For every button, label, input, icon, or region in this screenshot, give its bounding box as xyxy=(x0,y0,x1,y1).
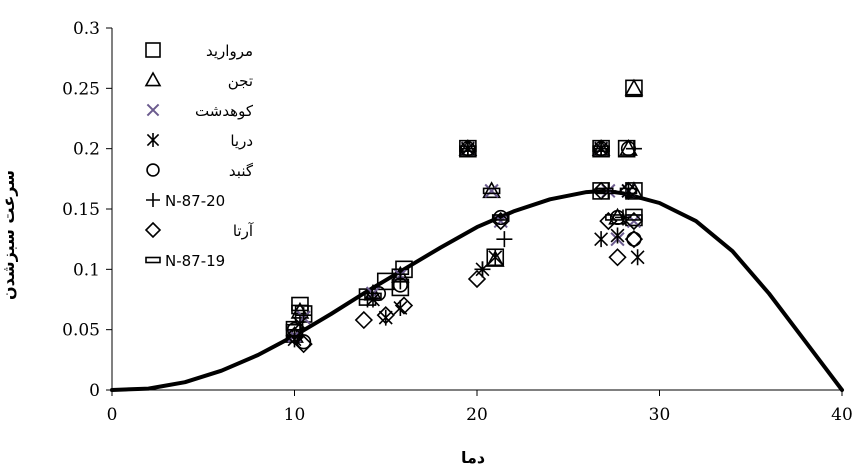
data-point xyxy=(625,214,643,221)
series-4 xyxy=(287,140,645,348)
y-tick-label: 0.25 xyxy=(62,79,100,99)
series-8 xyxy=(285,145,643,331)
y-tick-label: 0 xyxy=(89,381,100,401)
data-point xyxy=(592,145,610,152)
legend-marker xyxy=(145,256,161,264)
legend-marker xyxy=(146,163,160,177)
data-point xyxy=(391,268,410,276)
data-point xyxy=(625,140,642,157)
legend-label: N-87-19 xyxy=(165,252,225,270)
x-axis-title: دما xyxy=(461,448,485,467)
legend-marker xyxy=(146,193,160,207)
data-point xyxy=(624,230,644,249)
data-point xyxy=(467,269,487,289)
data-point xyxy=(291,304,309,312)
data-point xyxy=(626,231,642,247)
legend-item: کوهدشت xyxy=(146,102,254,120)
data-point xyxy=(599,211,618,231)
data-point xyxy=(394,296,414,315)
series-7 xyxy=(285,181,644,354)
data-point xyxy=(593,140,610,157)
legend-marker xyxy=(146,133,160,147)
data-point xyxy=(595,187,614,195)
x-tick-label: 10 xyxy=(284,405,306,425)
data-point xyxy=(482,181,501,199)
data-point xyxy=(354,310,373,330)
series-6 xyxy=(286,140,642,344)
x-tick-label: 0 xyxy=(107,405,118,425)
legend-item: مرواريد xyxy=(145,42,253,60)
data-point xyxy=(364,292,382,300)
data-point xyxy=(484,183,499,199)
data-point xyxy=(608,248,627,267)
data-point xyxy=(392,273,409,290)
data-point xyxy=(459,140,476,157)
y-tick-label: 0.1 xyxy=(73,260,100,280)
fitted-curve xyxy=(110,188,844,392)
data-point xyxy=(624,78,644,96)
legend-item: N-87-19 xyxy=(145,252,225,270)
data-point xyxy=(294,335,313,354)
data-point xyxy=(610,227,625,244)
data-point xyxy=(485,250,505,267)
data-point xyxy=(493,209,509,226)
data-point xyxy=(482,187,501,195)
legend-label: دريا xyxy=(230,132,253,150)
y-tick-label: 0.3 xyxy=(73,19,100,39)
legend-label: مرواريد xyxy=(206,42,253,60)
legend-marker xyxy=(146,103,160,117)
curve-layer xyxy=(110,188,844,392)
legend-item: گنبد xyxy=(146,162,254,180)
legend-item: N-87-20 xyxy=(146,192,225,210)
data-point xyxy=(624,211,644,231)
data-point xyxy=(285,323,304,331)
data-point xyxy=(474,261,491,278)
data-point xyxy=(285,326,304,345)
series-1 xyxy=(285,79,643,339)
axes-layer: 0 0.05 0.1 0.15 0.2 0.25 0.3 0 10 20 30 40 xyxy=(62,19,853,425)
data-point xyxy=(491,211,510,231)
data-point xyxy=(621,182,636,199)
x-tick-label: 40 xyxy=(831,405,853,425)
data-point xyxy=(605,214,623,221)
legend-label: آرتا xyxy=(233,222,254,240)
x-tick-label: 20 xyxy=(466,405,488,425)
legend-label: N-87-20 xyxy=(165,192,225,210)
y-tick-label: 0.2 xyxy=(73,140,100,160)
legend-marker xyxy=(144,221,162,239)
points-layer xyxy=(285,78,645,354)
data-point xyxy=(459,145,477,152)
legend-label: گنبد xyxy=(229,162,254,180)
x-tick-label: 30 xyxy=(649,405,671,425)
legend-item: آرتا xyxy=(144,221,254,240)
series-2 xyxy=(285,78,644,343)
data-point xyxy=(615,209,631,226)
legend-marker xyxy=(145,42,161,58)
data-point xyxy=(594,231,609,248)
data-point xyxy=(630,249,645,266)
data-point xyxy=(491,214,510,221)
data-point xyxy=(496,231,513,248)
data-point xyxy=(488,249,503,266)
y-tick-label: 0.15 xyxy=(62,200,100,220)
legend-label: کوهدشت xyxy=(195,102,254,120)
series-5 xyxy=(286,141,642,350)
series-3 xyxy=(287,141,642,343)
y-axis-title: سرعت سبزشدن xyxy=(0,170,18,300)
legend-item: دريا xyxy=(146,132,253,150)
data-point xyxy=(619,187,638,195)
legend-marker xyxy=(144,71,162,87)
data-point xyxy=(376,306,395,325)
y-tick-label: 0.05 xyxy=(62,321,100,341)
legend-label: تجن xyxy=(228,72,253,90)
legend-item: تجن xyxy=(144,71,253,90)
